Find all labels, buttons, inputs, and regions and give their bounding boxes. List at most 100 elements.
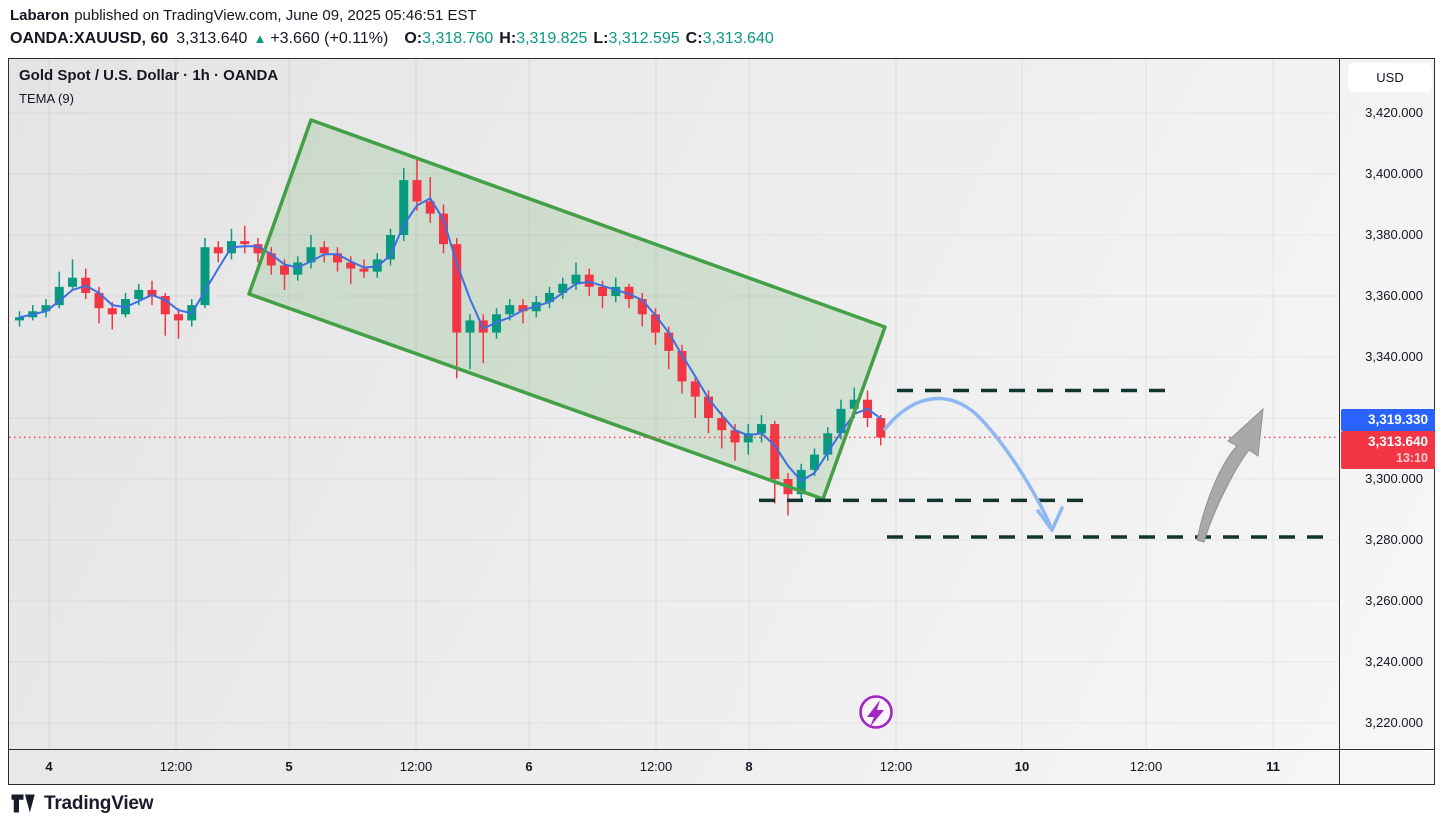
candle-body [757,424,766,434]
candle-body [333,253,342,263]
candle-body [412,180,422,202]
last-price-text: 3,313.640 [1367,434,1428,449]
time-tick-label: 12:00 [159,759,193,774]
candle-body [810,454,819,470]
price-plot[interactable] [9,59,1339,749]
candle-body [15,317,24,321]
symbol-name: OANDA:XAUUSD, 60 [10,30,169,47]
candle-body [213,247,223,254]
price-tick-label: 3,240.000 [1365,654,1423,669]
last-price-axis-label: 3,313.640 13:10 [1341,431,1435,469]
candle-body [823,433,833,455]
symbol-status-line: OANDA:XAUUSD, 60 3,313.640 ▲ +3.660 (+0.11%… [10,28,774,49]
candle-body [876,418,886,438]
price-change: +3.660 (+0.11%) [270,30,389,47]
author-name: Labaron [10,7,70,24]
candle-body [584,274,594,287]
candle-body [346,262,356,269]
candle-body [836,408,846,434]
time-tick-label: 12:00 [879,759,913,774]
lightning-bolt [867,700,884,727]
price-tick-label: 3,420.000 [1365,105,1423,120]
time-tick-label: 10 [1014,759,1030,774]
candle-body [770,424,780,479]
candle-body [306,247,316,263]
candle-body [160,296,170,315]
low-value: 3,312.595 [608,30,680,47]
time-tick-label: 12:00 [1129,759,1163,774]
price-tick-label: 3,340.000 [1365,349,1423,364]
candle-body [545,292,554,303]
candle-body [598,286,607,296]
tradingview-logo[interactable]: TradingView [10,791,154,816]
up-triangle-icon: ▲ [253,31,267,46]
up-projection-arrow [1196,407,1264,543]
close-label: C: [685,30,703,47]
last-price-value: 3,313.640 [176,30,248,47]
published-text: published on TradingView.com, June 09, 2… [74,7,477,24]
time-tick-label: 6 [525,759,533,774]
candle-body [624,286,634,300]
price-tick-label: 3,260.000 [1365,593,1423,608]
time-tick-label: 4 [45,759,53,774]
candle-body [359,268,369,272]
price-tick-label: 3,400.000 [1365,166,1423,181]
chart-container[interactable]: Gold Spot / U.S. Dollar · 1h · OANDA TEM… [8,58,1435,785]
time-tick-label: 12:00 [399,759,433,774]
price-tick-label: 3,220.000 [1365,715,1423,730]
trend-channel-fill [249,120,885,499]
candle-body [452,244,462,333]
price-tick-label: 3,280.000 [1365,532,1423,547]
currency-toggle-button[interactable]: USD [1348,63,1432,92]
time-tick-label: 12:00 [639,759,673,774]
publish-header: Labaron published on TradingView.com, Jun… [10,6,774,49]
publish-info-line: Labaron published on TradingView.com, Jun… [10,6,774,25]
close-value: 3,313.640 [702,30,774,47]
low-label: L: [593,30,609,47]
candle-body [849,399,859,409]
candle-body [319,247,329,254]
open-value: 3,318.760 [422,30,494,47]
candle-body [425,201,435,214]
tradingview-logo-text: TradingView [44,792,154,814]
candle-body [386,235,395,260]
candle-body [107,308,117,315]
candle-body [558,283,568,293]
candle-body [68,277,77,287]
candle-body [664,332,674,351]
candle-body [280,265,289,275]
time-axis[interactable]: 4 12:00 5 12:00 6 12:00 8 12:00 10 12:00 11 [9,749,1434,784]
candle-body [293,262,303,275]
candle-body [743,433,753,443]
price-axis[interactable]: 3,420.000 3,400.000 3,380.000 3,360.000 3,34… [1339,59,1435,784]
candle-body [611,286,621,296]
candle-body [240,241,250,245]
candle-body [505,305,515,315]
high-value: 3,319.825 [516,30,588,47]
time-tick-label: 11 [1266,759,1280,774]
candle-body [717,418,727,431]
tema-value-axis-label: 3,319.330 [1341,409,1435,431]
candle-body [147,289,157,296]
bar-countdown: 13:10 [1396,451,1428,465]
candle-body [200,247,210,306]
candle-body [637,299,647,315]
tradingview-logo-icon [11,794,35,813]
down-projection-arrowhead [1036,506,1064,532]
down-projection-arrow [883,396,1054,532]
candle-body [134,289,144,300]
candle-body [690,381,700,397]
candle-body [41,305,51,312]
high-label: H: [499,30,517,47]
candle-body [704,396,713,418]
candle-body [730,430,740,443]
candle-body [518,305,528,312]
candle-body [266,253,276,266]
candle-body [54,286,64,306]
candle-body [571,274,581,284]
candle-body [174,314,183,321]
price-tick-label: 3,300.000 [1365,471,1423,486]
candle-body [439,213,448,245]
candle-body [253,244,263,254]
